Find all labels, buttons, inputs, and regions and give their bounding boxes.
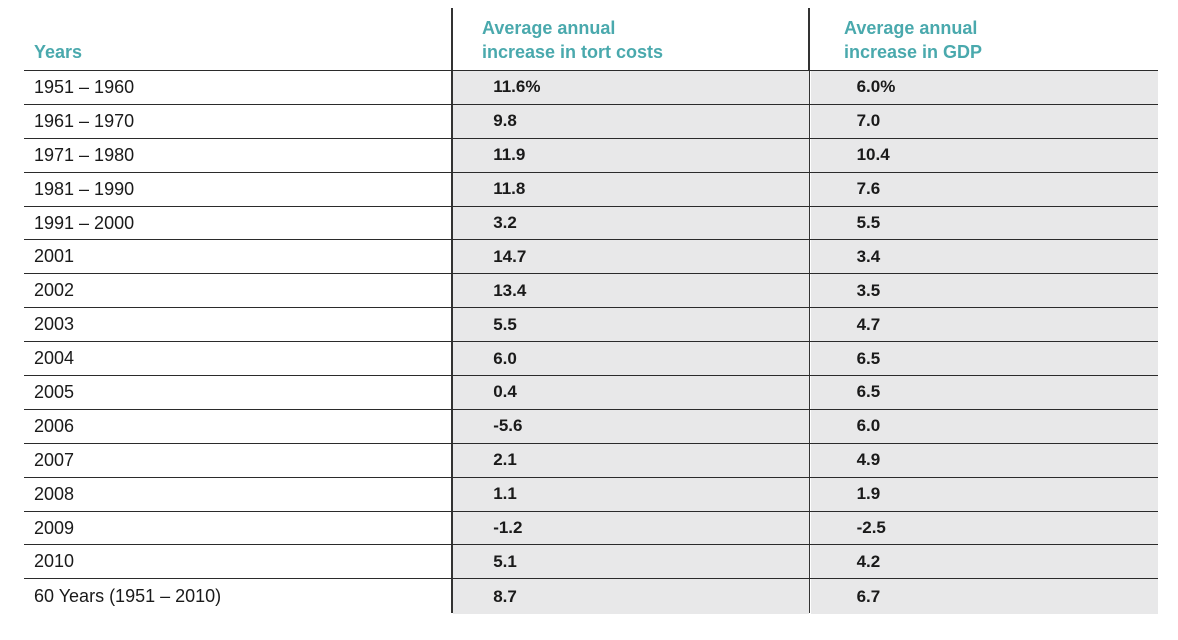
header-tort-line2: increase in tort costs	[482, 42, 664, 62]
table-row: 2005 0.4 6.5	[24, 375, 1158, 409]
table-row: 1951 – 1960 11.6% 6.0%	[24, 70, 1158, 104]
cell-years: 1971 – 1980	[34, 144, 135, 165]
table-body: 1951 – 1960 11.6% 6.0% 1961 – 1970 9.8 7.0 197…	[24, 70, 1158, 615]
table-row: 2003 5.5 4.7	[24, 307, 1158, 342]
cell-gdp-increase: 7.0	[810, 104, 1158, 138]
cell-tort-increase: 11.9	[453, 138, 809, 172]
cell-tort-increase: 5.1	[453, 545, 809, 579]
cell-tort-increase: 2.1	[453, 443, 809, 477]
table-row: 1961 – 1970 9.8 7.0	[24, 103, 1158, 138]
cell-gdp-increase: 4.7	[810, 308, 1158, 342]
cell-tort-increase: 13.4	[453, 274, 809, 308]
cell-tort-increase: 6.0	[453, 342, 809, 376]
cell-years: 2010	[34, 551, 75, 572]
cell-years: 60 Years (1951 – 2010)	[34, 586, 222, 607]
table-row: 2007 2.1 4.9	[24, 442, 1158, 477]
cell-gdp-increase: 3.5	[810, 274, 1158, 308]
cell-gdp-increase: 6.0	[810, 409, 1158, 443]
cell-gdp-increase: 7.6	[810, 172, 1158, 206]
cell-tort-increase: 8.7	[453, 579, 809, 615]
cell-years: 2001	[34, 246, 75, 267]
cell-tort-increase: 1.1	[453, 477, 809, 511]
table-row: 2006 -5.6 6.0	[24, 408, 1158, 443]
table-row: 2009 -1.2 -2.5	[24, 510, 1158, 545]
cell-gdp-increase: 6.0%	[810, 71, 1158, 104]
table-row: 2002 13.4 3.5	[24, 273, 1158, 308]
cell-gdp-increase: 5.5	[810, 206, 1158, 240]
cell-gdp-increase: 6.7	[810, 579, 1158, 615]
header-gdp-line1: Average annual	[844, 18, 978, 38]
table-row: 60 Years (1951 – 2010) 8.7 6.7	[24, 578, 1158, 615]
cell-tort-increase: 0.4	[453, 376, 809, 409]
header-years: Years	[34, 42, 83, 62]
cell-years: 1951 – 1960	[34, 76, 135, 97]
table-row: 1971 – 1980 11.9 10.4	[24, 137, 1158, 172]
table-row: 2004 6.0 6.5	[24, 341, 1158, 376]
cell-gdp-increase: 3.4	[810, 240, 1158, 274]
cell-years: 2008	[34, 483, 75, 504]
header-tort-line1: Average annual	[482, 18, 616, 38]
column-divider	[808, 8, 810, 613]
cell-years: 1991 – 2000	[34, 212, 135, 233]
table-row: 1981 – 1990 11.8 7.6	[24, 171, 1158, 206]
cell-tort-increase: 3.2	[453, 206, 809, 240]
header-gdp: Average annual increase in GDP	[844, 16, 982, 64]
cell-years: 1981 – 1990	[34, 178, 135, 199]
cell-tort-increase: -1.2	[453, 511, 809, 545]
cell-tort-increase: 11.6%	[453, 71, 809, 104]
cell-years: 1961 – 1970	[34, 110, 135, 131]
cell-gdp-increase: 6.5	[810, 342, 1158, 376]
cell-years: 2006	[34, 415, 75, 436]
table-row: 2010 5.1 4.2	[24, 544, 1158, 579]
column-divider	[451, 8, 453, 613]
cell-tort-increase: 5.5	[453, 308, 809, 342]
header-tort-costs: Average annual increase in tort costs	[482, 16, 663, 64]
cell-gdp-increase: 4.9	[810, 443, 1158, 477]
cell-years: 2007	[34, 449, 75, 470]
cell-years: 2002	[34, 280, 75, 301]
cell-gdp-increase: 1.9	[810, 477, 1158, 511]
cell-gdp-increase: -2.5	[810, 511, 1158, 545]
cell-years: 2004	[34, 348, 75, 369]
cell-gdp-increase: 4.2	[810, 545, 1158, 579]
cell-years: 2009	[34, 517, 75, 538]
table-row: 1991 – 2000 3.2 5.5	[24, 205, 1158, 240]
table-row: 2001 14.7 3.4	[24, 239, 1158, 274]
cell-years: 2003	[34, 314, 75, 335]
cell-tort-increase: 11.8	[453, 172, 809, 206]
table-header: Years Average annual increase in tort co…	[24, 8, 1158, 70]
header-gdp-line2: increase in GDP	[844, 42, 983, 62]
cell-tort-increase: 14.7	[453, 240, 809, 274]
cell-years: 2005	[34, 381, 75, 402]
table-row: 2008 1.1 1.9	[24, 476, 1158, 511]
cell-tort-increase: -5.6	[453, 409, 809, 443]
tort-costs-table: Years Average annual increase in tort co…	[24, 8, 1158, 615]
cell-gdp-increase: 6.5	[810, 376, 1158, 409]
cell-tort-increase: 9.8	[453, 104, 809, 138]
cell-gdp-increase: 10.4	[810, 138, 1158, 172]
